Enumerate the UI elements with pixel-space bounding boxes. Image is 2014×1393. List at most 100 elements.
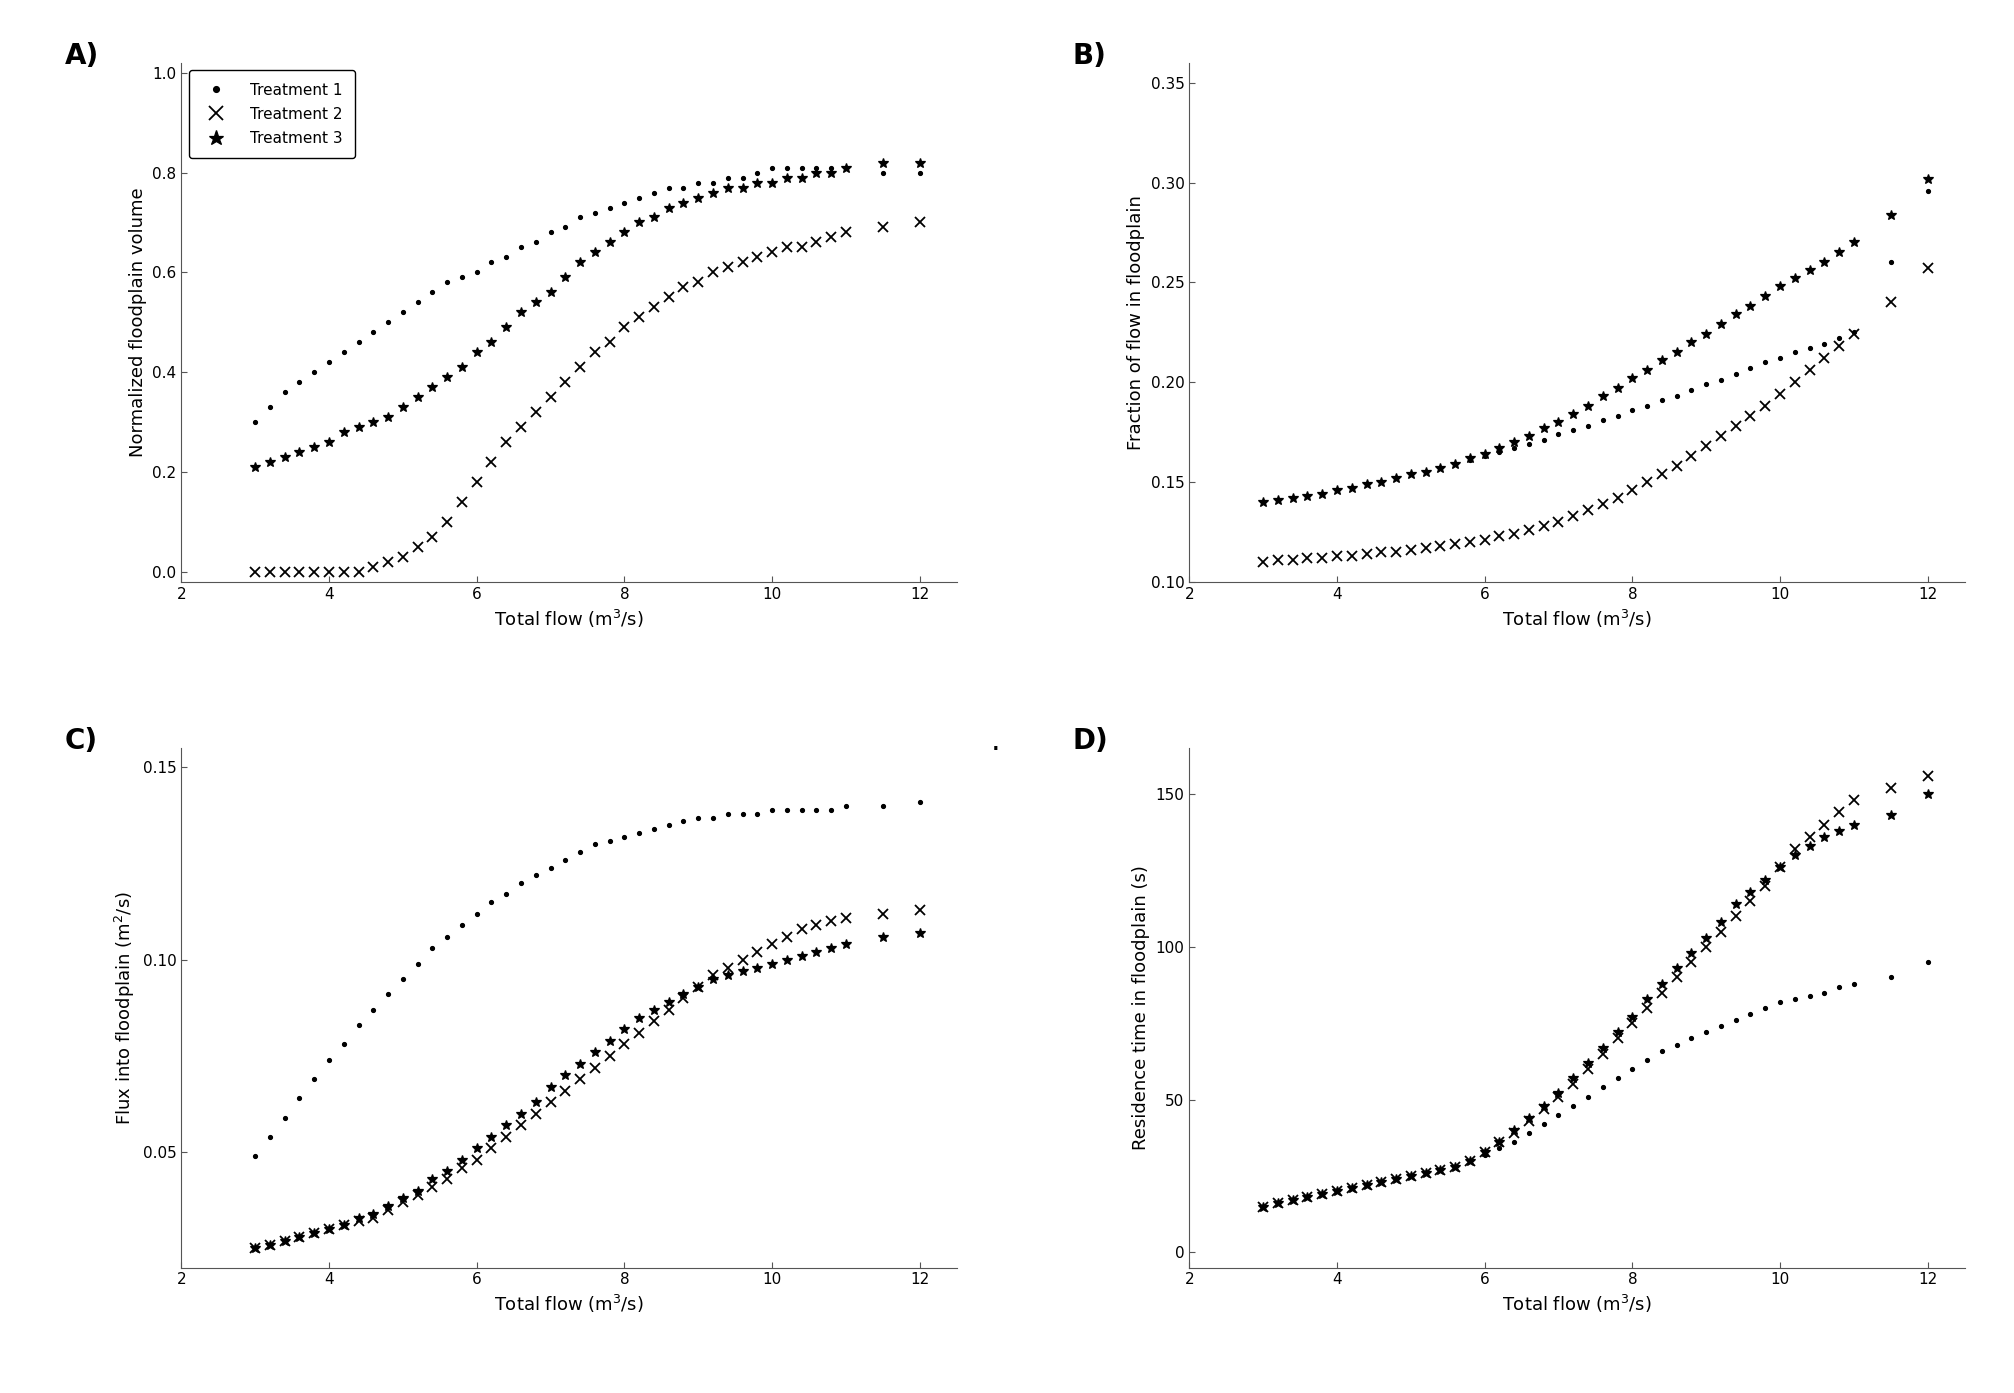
Treatment 3: [258, 1236, 282, 1252]
Treatment 3: [346, 419, 371, 436]
Treatment 1: [1353, 476, 1378, 493]
Treatment 1: [1428, 460, 1452, 476]
Treatment 2: [642, 299, 667, 316]
Treatment 3: [1877, 206, 1901, 223]
Line: Treatment 3: Treatment 3: [250, 928, 924, 1254]
Treatment 3: [1384, 1170, 1408, 1187]
Treatment 1: [1589, 412, 1613, 429]
Treatment 2: [1664, 458, 1688, 475]
Treatment 1: [1915, 954, 1939, 971]
Treatment 1: [465, 905, 489, 922]
Treatment 1: [435, 274, 459, 291]
Treatment 2: [524, 1106, 548, 1123]
Treatment 3: [870, 928, 894, 944]
Treatment 2: [1877, 780, 1901, 797]
Treatment 2: [1694, 437, 1718, 454]
Treatment 3: [405, 389, 429, 405]
Treatment 1: [332, 1036, 356, 1053]
Treatment 1: [1500, 440, 1525, 457]
Treatment 3: [1708, 316, 1732, 333]
Treatment 1: [421, 284, 445, 301]
Treatment 2: [1589, 496, 1613, 513]
Treatment 1: [745, 805, 769, 822]
Treatment 3: [1841, 234, 1865, 251]
Treatment 3: [1738, 883, 1762, 900]
Treatment 2: [568, 1071, 592, 1088]
Treatment 1: [1281, 490, 1305, 507]
Treatment 2: [1708, 924, 1732, 940]
Treatment 3: [1412, 464, 1436, 481]
Treatment 3: [449, 359, 473, 376]
Treatment 3: [1500, 433, 1525, 450]
Treatment 2: [731, 254, 755, 270]
Treatment 3: [1605, 380, 1629, 397]
X-axis label: Total flow (m$^3$/s): Total flow (m$^3$/s): [493, 607, 644, 630]
Treatment 1: [818, 159, 842, 176]
Treatment 3: [568, 1056, 592, 1073]
Treatment 2: [1486, 528, 1510, 545]
Treatment 1: [510, 240, 534, 256]
Treatment 1: [642, 820, 667, 837]
Treatment 3: [1442, 456, 1466, 472]
Treatment 2: [1281, 1192, 1305, 1209]
Treatment 3: [1295, 488, 1319, 504]
Treatment 1: [479, 894, 504, 911]
Treatment 2: [1545, 1088, 1569, 1105]
Treatment 1: [244, 1148, 268, 1165]
Treatment 3: [1841, 816, 1865, 833]
Line: Treatment 3: Treatment 3: [1257, 173, 1931, 507]
Treatment 1: [671, 814, 695, 830]
Treatment 2: [598, 334, 622, 351]
Treatment 2: [701, 265, 725, 281]
Treatment 2: [435, 514, 459, 531]
Treatment 3: [332, 423, 356, 440]
Treatment 3: [759, 956, 783, 972]
Treatment 3: [687, 978, 711, 995]
Treatment 1: [1664, 1036, 1688, 1053]
Treatment 3: [1339, 479, 1363, 496]
Treatment 3: [715, 180, 739, 196]
Treatment 2: [1500, 1124, 1525, 1141]
Treatment 2: [332, 564, 356, 581]
Treatment 2: [687, 978, 711, 995]
Treatment 2: [804, 234, 828, 251]
Treatment 3: [1708, 914, 1732, 931]
Treatment 3: [1575, 1055, 1599, 1071]
Treatment 2: [1442, 536, 1466, 553]
Treatment 2: [1752, 878, 1776, 894]
Treatment 3: [1531, 419, 1555, 436]
Treatment 2: [449, 493, 473, 510]
Treatment 2: [1295, 550, 1319, 567]
X-axis label: Total flow (m$^3$/s): Total flow (m$^3$/s): [1500, 607, 1651, 630]
Treatment 3: [405, 1183, 429, 1199]
Treatment 3: [1325, 1183, 1349, 1199]
Treatment 2: [804, 917, 828, 933]
Treatment 2: [1251, 1198, 1275, 1215]
Treatment 3: [1877, 807, 1901, 823]
Treatment 2: [538, 1094, 562, 1110]
Treatment 2: [834, 910, 858, 926]
Treatment 3: [612, 224, 636, 241]
Treatment 2: [671, 990, 695, 1007]
Treatment 2: [1398, 1167, 1422, 1184]
Line: Treatment 2: Treatment 2: [1259, 772, 1931, 1211]
Text: D): D): [1073, 727, 1108, 755]
Treatment 1: [1796, 988, 1821, 1004]
Treatment 2: [642, 1013, 667, 1029]
Treatment 2: [1325, 547, 1349, 564]
Treatment 2: [687, 274, 711, 291]
Treatment 3: [789, 169, 814, 185]
Treatment 1: [1325, 482, 1349, 499]
Treatment 1: [1782, 990, 1807, 1007]
Treatment 1: [1353, 1177, 1378, 1194]
Treatment 3: [612, 1021, 636, 1038]
Treatment 2: [272, 1233, 296, 1250]
Treatment 1: [657, 180, 681, 196]
Treatment 2: [361, 559, 385, 575]
Treatment 2: [1368, 543, 1392, 560]
Treatment 2: [1531, 518, 1555, 535]
Treatment 3: [244, 1240, 268, 1256]
Treatment 1: [465, 265, 489, 281]
Treatment 1: [1561, 422, 1585, 439]
Treatment 2: [421, 1178, 445, 1195]
